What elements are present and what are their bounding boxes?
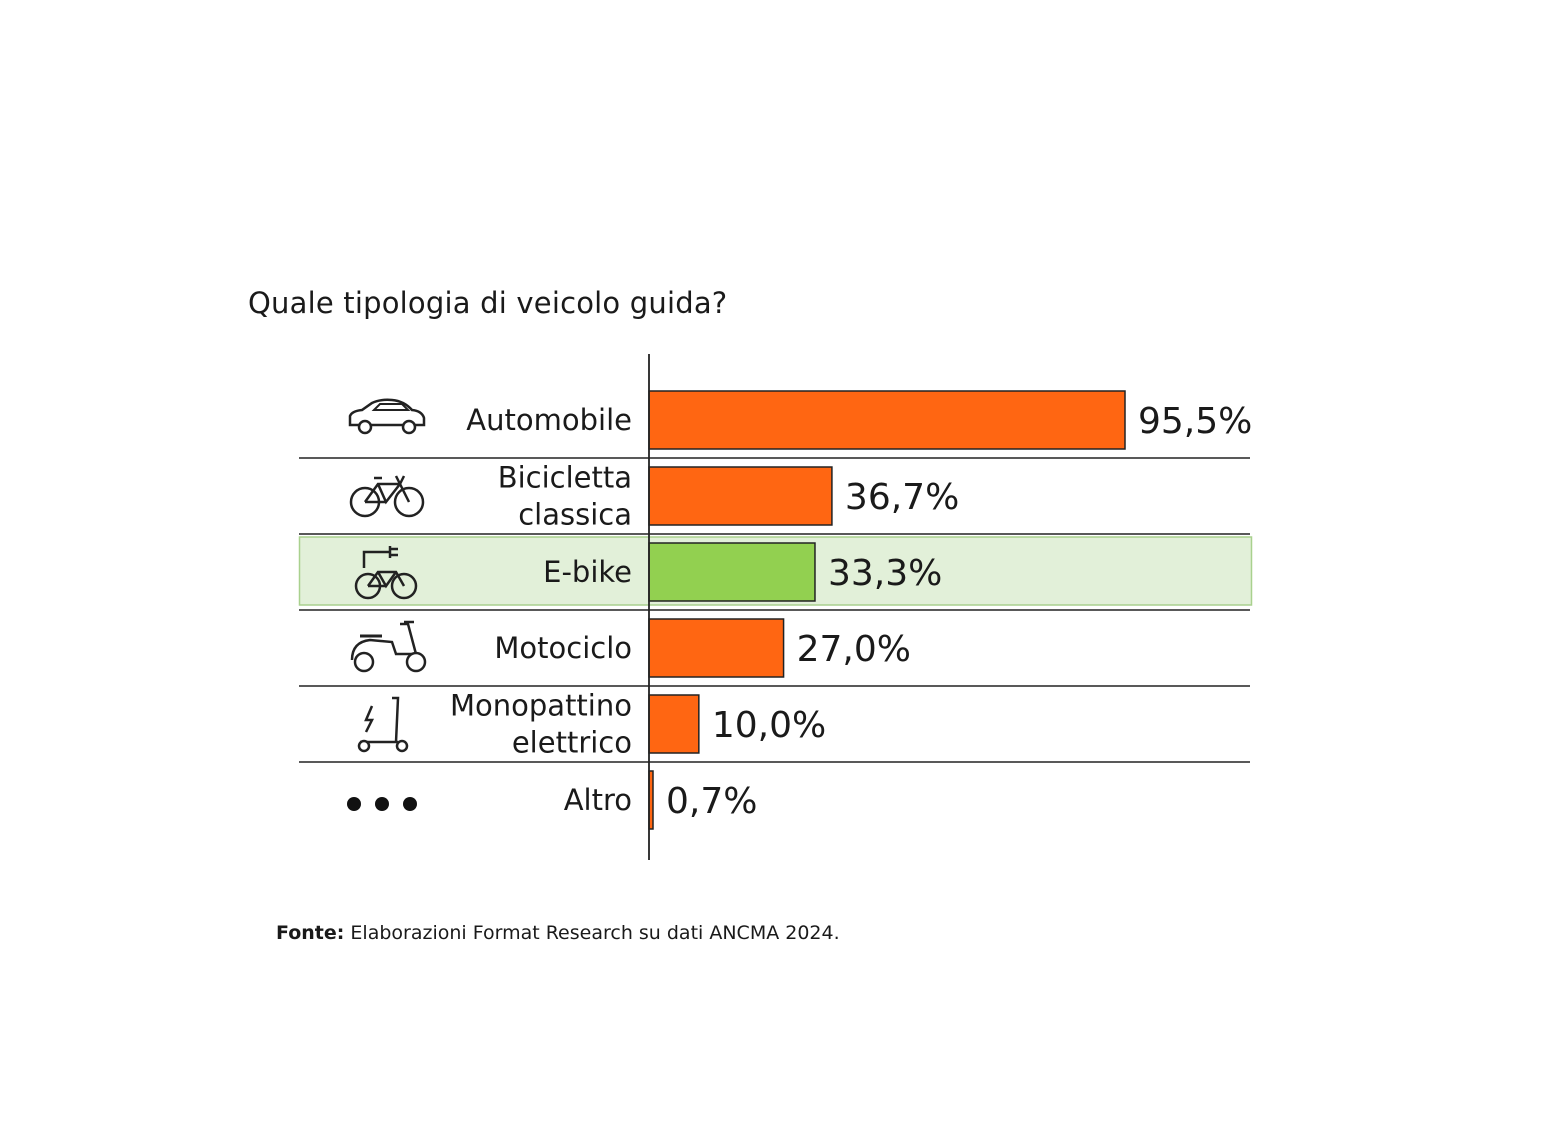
dot [347,797,361,811]
bar [648,466,833,526]
category-label: E-bike [543,555,632,589]
source-note: Fonte: Elaborazioni Format Research su d… [276,922,840,944]
bar [648,390,1126,450]
scooter-body [350,620,418,661]
bike-frame [366,570,406,589]
car-body [348,398,426,427]
category-label: Altro [564,783,632,817]
source-text: Elaborazioni Format Research su dati ANC… [350,922,840,944]
scooter-wheel [353,651,375,673]
value-label: 0,7% [666,781,757,822]
dot [403,797,417,811]
bike-wheel [390,572,418,600]
car-wheel [357,419,373,435]
e-scooter-icon [357,696,409,753]
value-label: 27,0% [797,629,911,670]
bicycle-icon [349,475,425,518]
bike-frame [363,475,411,505]
bar [648,618,785,678]
scooter-wheel [405,651,427,673]
scooter-wheel [395,739,409,753]
bar [648,542,816,602]
car-wheel [401,419,417,435]
value-label: 95,5% [1138,401,1252,442]
category-label: Monopattino elettrico [450,689,632,760]
dots-icon [347,797,417,811]
category-label: Bicicletta classica [498,461,632,532]
value-label: 10,0% [712,705,826,746]
source-label: Fonte: [276,922,345,944]
value-label: 36,7% [845,477,959,518]
car-window [371,403,411,411]
category-label: Automobile [466,403,632,437]
lightning [364,705,375,733]
value-label: 33,3% [828,553,942,594]
scooter-icon [350,620,427,673]
dot [375,797,389,811]
chart-title: Quale tipologia di veicolo guida? [248,286,728,320]
scooter-wheel [357,739,371,753]
category-label: Motociclo [494,631,632,665]
car-icon [348,398,426,435]
plug-cable [362,546,398,568]
bar [648,694,700,754]
e-bike-icon [354,546,418,600]
bike-wheel [393,486,425,518]
